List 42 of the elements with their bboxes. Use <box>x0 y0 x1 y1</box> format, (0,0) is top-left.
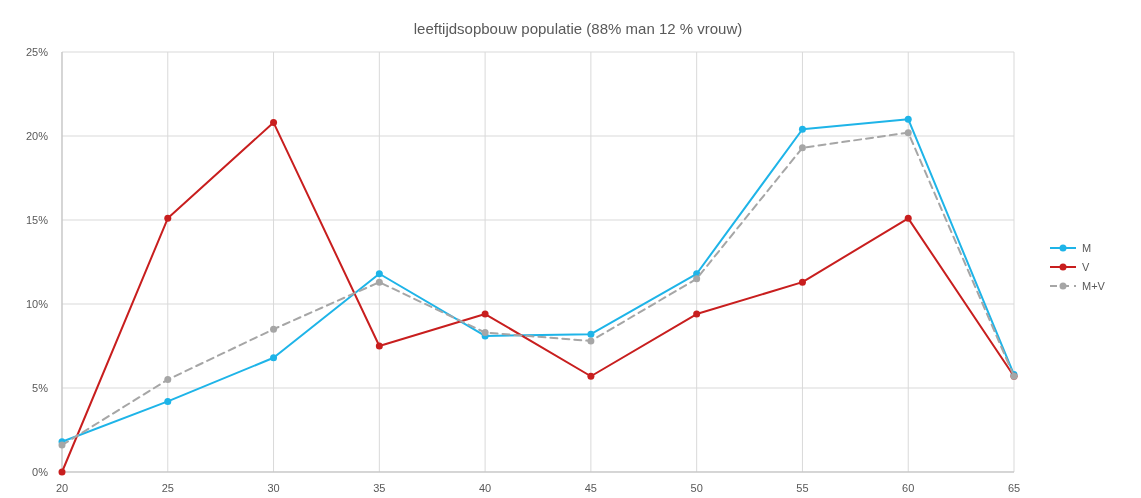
point <box>693 275 701 283</box>
y-tick-label: 15% <box>25 214 49 226</box>
point <box>375 278 383 286</box>
x-tick-label: 65 <box>1007 482 1021 494</box>
point <box>904 115 912 123</box>
point <box>375 342 383 350</box>
point <box>270 325 278 333</box>
point <box>164 214 172 222</box>
x-tick-label: 35 <box>373 482 386 494</box>
point <box>164 397 172 405</box>
x-tick-label: 45 <box>584 482 598 494</box>
chart-title: leeftijdsopbouw populatie (88% man 12 % vrouw) <box>413 20 743 37</box>
point <box>587 372 595 380</box>
point <box>798 278 806 286</box>
y-tick-label: 10% <box>25 298 49 310</box>
x-tick-label: 40 <box>478 482 492 494</box>
point <box>587 330 595 338</box>
point <box>164 376 172 384</box>
y-tick-label: 5% <box>32 382 49 394</box>
x-tick-label: 55 <box>796 482 809 494</box>
x-tick-label: 20 <box>55 482 69 494</box>
point <box>798 144 806 152</box>
point <box>587 337 595 345</box>
point <box>904 129 912 137</box>
legend-label: V <box>1082 261 1090 273</box>
point <box>693 310 701 318</box>
x-tick-label: 50 <box>690 482 703 494</box>
x-tick-label: 25 <box>161 482 174 494</box>
x-tick-label: 60 <box>902 482 915 494</box>
point <box>798 125 806 133</box>
point <box>375 270 383 278</box>
y-tick-label: 0% <box>32 466 49 478</box>
point <box>904 214 912 222</box>
point <box>270 354 278 362</box>
y-tick-label: 20% <box>25 130 49 142</box>
point <box>481 310 489 318</box>
point <box>58 468 66 476</box>
y-tick-label: 25% <box>25 46 49 58</box>
point <box>270 119 278 127</box>
legend-label: M <box>1082 242 1092 254</box>
x-tick-label: 30 <box>267 482 280 494</box>
legend-label: M+V <box>1082 280 1106 292</box>
